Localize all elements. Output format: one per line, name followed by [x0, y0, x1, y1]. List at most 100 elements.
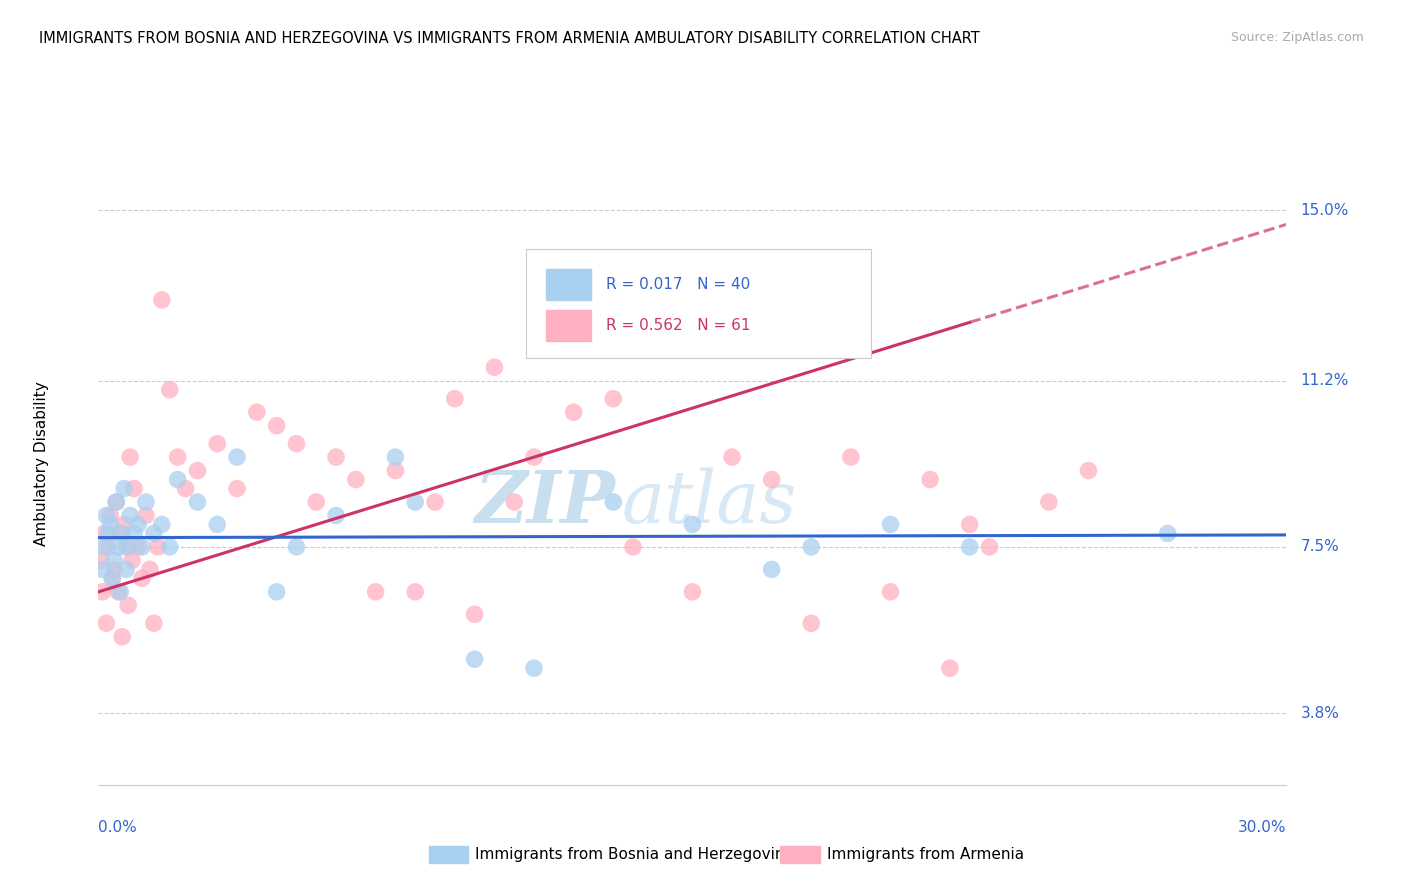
Point: [89, 553, 111, 567]
Point: [91, 562, 114, 576]
Point: [131, 571, 153, 585]
Point: [523, 661, 546, 675]
Point: [1077, 464, 1099, 478]
Point: [139, 562, 162, 576]
Point: [1038, 495, 1060, 509]
Point: [105, 495, 128, 509]
Point: [103, 562, 125, 576]
Point: [384, 464, 406, 478]
Point: [186, 495, 208, 509]
Point: [121, 553, 143, 567]
Point: [602, 392, 624, 406]
Point: [186, 464, 208, 478]
Point: [879, 517, 901, 532]
Point: [246, 405, 269, 419]
Point: [122, 526, 145, 541]
Point: [761, 562, 783, 576]
Point: [120, 508, 142, 523]
Point: [105, 495, 128, 509]
Point: [159, 383, 181, 397]
Text: Ambulatory Disability: Ambulatory Disability: [34, 382, 49, 546]
FancyBboxPatch shape: [526, 249, 870, 358]
Text: Source: ZipAtlas.com: Source: ZipAtlas.com: [1230, 31, 1364, 45]
Point: [207, 436, 229, 450]
Point: [939, 661, 962, 675]
Point: [120, 450, 142, 464]
Point: [112, 517, 135, 532]
Point: [96, 508, 118, 523]
Text: atlas: atlas: [621, 467, 797, 538]
Point: [93, 540, 115, 554]
Point: [621, 540, 644, 554]
Point: [103, 553, 125, 567]
Point: [305, 495, 328, 509]
Point: [266, 584, 288, 599]
Point: [111, 526, 134, 541]
Point: [97, 540, 120, 554]
Point: [226, 482, 249, 496]
Point: [142, 526, 165, 541]
Point: [131, 540, 153, 554]
Point: [107, 540, 129, 554]
Point: [117, 540, 139, 554]
Text: Immigrants from Bosnia and Herzegovina: Immigrants from Bosnia and Herzegovina: [475, 847, 794, 862]
Point: [101, 571, 124, 585]
Point: [364, 584, 387, 599]
Point: [285, 436, 308, 450]
Point: [150, 293, 173, 307]
Point: [150, 517, 173, 532]
Point: [562, 405, 585, 419]
Text: Immigrants from Armenia: Immigrants from Armenia: [827, 847, 1024, 862]
Point: [404, 495, 426, 509]
Point: [444, 392, 467, 406]
Text: 7.5%: 7.5%: [1301, 540, 1340, 555]
Point: [93, 526, 115, 541]
Point: [920, 473, 942, 487]
Text: 30.0%: 30.0%: [1239, 821, 1286, 835]
Bar: [547, 310, 592, 341]
Point: [800, 540, 823, 554]
Point: [91, 584, 114, 599]
Point: [108, 526, 131, 541]
Point: [135, 495, 157, 509]
Text: IMMIGRANTS FROM BOSNIA AND HERZEGOVINA VS IMMIGRANTS FROM ARMENIA AMBULATORY DIS: IMMIGRANTS FROM BOSNIA AND HERZEGOVINA V…: [39, 31, 980, 46]
Point: [135, 508, 157, 523]
Point: [839, 450, 862, 464]
Point: [166, 450, 188, 464]
Point: [879, 584, 901, 599]
Point: [959, 517, 981, 532]
Point: [464, 607, 486, 622]
Point: [464, 652, 486, 666]
Point: [96, 616, 118, 631]
Point: [112, 482, 135, 496]
Point: [142, 616, 165, 631]
Point: [108, 584, 131, 599]
Point: [602, 495, 624, 509]
Point: [115, 540, 138, 554]
Point: [423, 495, 446, 509]
Point: [325, 508, 347, 523]
Point: [503, 495, 526, 509]
Point: [681, 584, 703, 599]
Point: [98, 517, 121, 532]
Point: [166, 473, 188, 487]
Point: [681, 517, 703, 532]
Point: [344, 473, 367, 487]
Point: [115, 562, 138, 576]
Text: 15.0%: 15.0%: [1301, 202, 1350, 218]
Text: R = 0.562   N = 61: R = 0.562 N = 61: [606, 318, 751, 333]
Point: [127, 540, 149, 554]
Point: [384, 450, 406, 464]
Point: [226, 450, 249, 464]
Point: [325, 450, 347, 464]
Point: [101, 571, 124, 585]
Point: [800, 616, 823, 631]
Point: [404, 584, 426, 599]
Text: R = 0.017   N = 40: R = 0.017 N = 40: [606, 277, 749, 293]
Text: 11.2%: 11.2%: [1301, 373, 1350, 388]
Point: [285, 540, 308, 554]
Text: 0.0%: 0.0%: [98, 821, 138, 835]
Text: 3.8%: 3.8%: [1301, 706, 1340, 721]
Point: [174, 482, 197, 496]
Point: [484, 360, 506, 375]
